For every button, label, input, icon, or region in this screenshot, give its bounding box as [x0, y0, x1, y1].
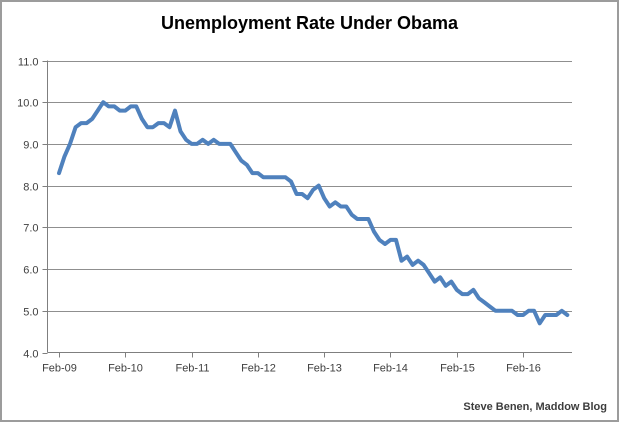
chart-title: Unemployment Rate Under Obama: [160, 13, 459, 33]
attribution: Steve Benen, Maddow Blog: [463, 401, 607, 413]
x-tick-label: Feb-09: [42, 363, 77, 375]
y-tick-label: 5.0: [23, 307, 38, 319]
x-tick-label: Feb-11: [175, 363, 209, 375]
y-tick-label: 10.0: [17, 98, 38, 110]
x-tick-label: Feb-16: [506, 363, 541, 375]
y-tick-label: 9.0: [23, 140, 38, 152]
x-tick-label: Feb-10: [108, 363, 143, 375]
y-tick-label: 6.0: [23, 265, 38, 277]
y-tick-label: 7.0: [23, 223, 38, 235]
unemployment-rate-line: [57, 100, 570, 326]
x-tick-label: Feb-13: [307, 363, 342, 375]
y-tick-label: 11.0: [18, 57, 39, 69]
x-tick-label: Feb-12: [241, 363, 276, 375]
y-tick-label: 4.0: [23, 349, 38, 361]
y-tick-label: 8.0: [23, 182, 38, 194]
x-tick-label: Feb-14: [373, 363, 408, 375]
x-tick-label: Feb-15: [440, 363, 475, 375]
